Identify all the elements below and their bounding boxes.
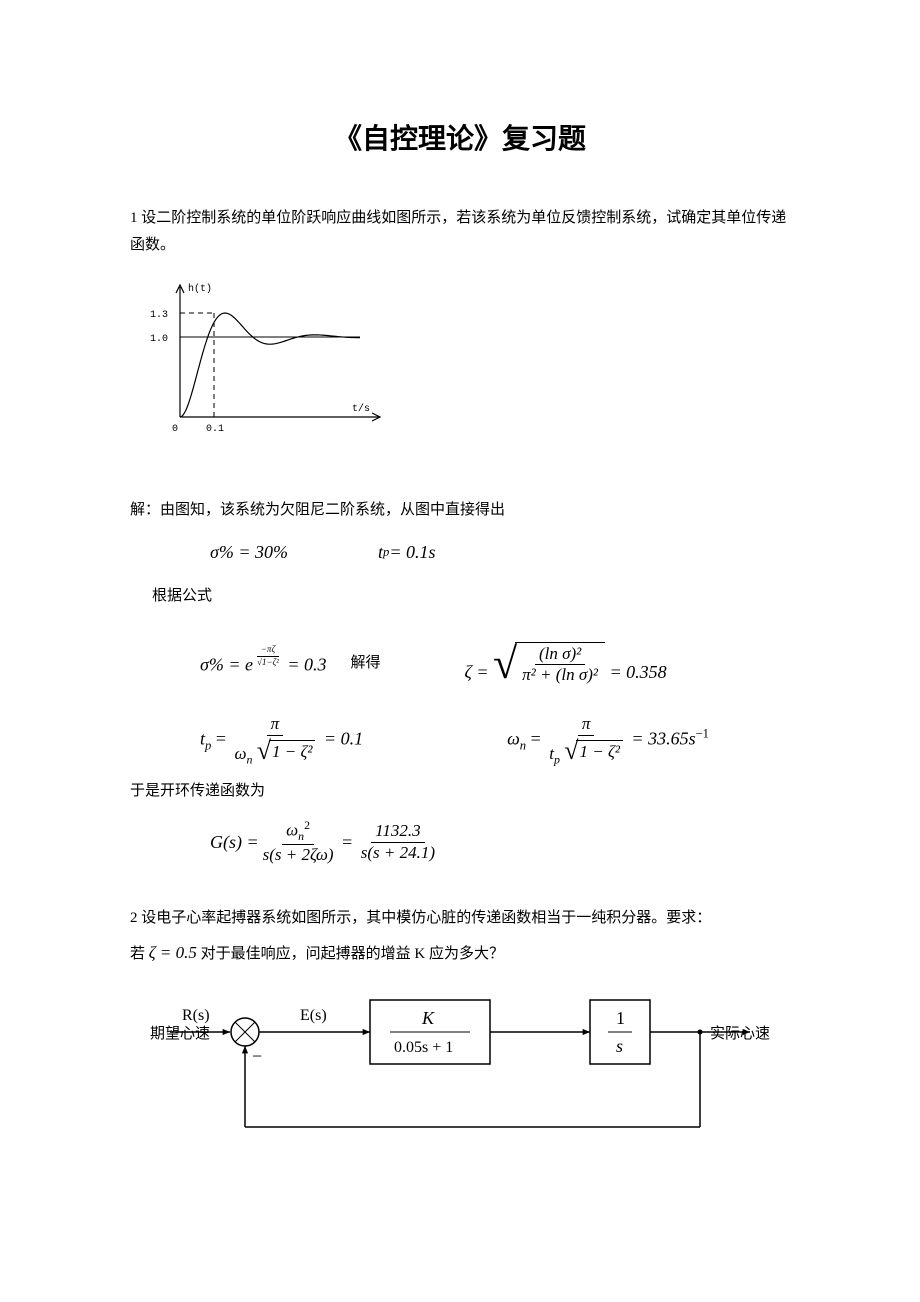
eq2-rhs-val: = 33.65s — [631, 729, 695, 749]
eq2-rhs-var: ω — [507, 729, 520, 749]
solution-intro: 解：由图知，该系统为欠阻尼二阶系统，从图中直接得出 — [130, 497, 790, 524]
open-loop-text: 于是开环传递函数为 — [130, 778, 790, 805]
eq2-rhs-num: π — [578, 715, 595, 736]
q1-text: 1 设二阶控制系统的单位阶跃响应曲线如图所示，若该系统为单位反馈控制系统，试确定… — [130, 205, 790, 259]
eq2-lhs-den-pre: ω — [234, 744, 246, 763]
basis-text: 根据公式 — [152, 583, 790, 610]
eq2-lhs-val: = 0.1 — [324, 729, 363, 749]
sigma-pct: σ% = 30% — [210, 536, 288, 568]
eq-row-1: σ% = e −πζ √1−ζ² = 0.3 解得 ζ = (ln σ)² π²… — [200, 624, 790, 703]
gl-num1-var: ω — [286, 821, 298, 840]
gl-den1: s(s + 2ζω) — [259, 845, 338, 865]
eq1-exp-num: −πζ — [257, 645, 279, 657]
svg-text:期望心速: 期望心速 — [150, 1025, 210, 1042]
sigma-tp-line: σ% = 30% tp = 0.1s — [210, 536, 790, 568]
eq1-right-lhs: ζ = — [465, 662, 493, 682]
svg-text:E(s): E(s) — [300, 1007, 327, 1024]
eq1-right-den: π² + (ln σ)² — [518, 665, 602, 685]
step-response-svg: h(t) t/s 1.0 1.3 0 0.1 — [130, 277, 410, 447]
q2-line2: 若 ζ = 0.5 对于最佳响应，问起搏器的增益 K 应为多大？ — [130, 938, 790, 969]
eq2-lhs-sub: p — [205, 738, 211, 752]
svg-text:R(s): R(s) — [182, 1007, 210, 1024]
q2-line2-pre: 若 — [130, 946, 145, 962]
tp-rest: = 0.1s — [389, 536, 435, 568]
eq2-rhs-exp: −1 — [696, 727, 709, 741]
svg-text:1.3: 1.3 — [150, 310, 168, 321]
eq1-left: σ% = e −πζ √1−ζ² = 0.3 — [200, 645, 327, 681]
svg-text:1.0: 1.0 — [150, 334, 168, 345]
svg-text:t/s: t/s — [352, 403, 370, 415]
block-diagram: R(s)期望心速 − E(s) K 0.05s + 1 1 s 实际心速 — [150, 987, 790, 1172]
eq1-rhs: = 0.3 — [283, 655, 327, 675]
eq1-right: ζ = (ln σ)² π² + (ln σ)² = 0.358 — [465, 624, 667, 703]
gl-num1-exp: 2 — [304, 818, 310, 832]
q2-zeta: ζ = 0.5 — [149, 943, 197, 962]
eq1-right-num: (ln σ)² — [535, 645, 585, 666]
eq-row-2: tp = π ωn 1 − ζ² = 0.1 ωn = π tp 1 − ζ² … — [200, 715, 790, 766]
page-title: 《自控理论》复习题 — [130, 115, 790, 165]
eq2-lhs-den-sub: n — [246, 752, 252, 766]
svg-text:1: 1 — [616, 1008, 625, 1028]
svg-text:实际心速: 实际心速 — [710, 1025, 770, 1042]
svg-text:s: s — [616, 1036, 623, 1056]
svg-text:h(t): h(t) — [188, 283, 212, 295]
step-response-chart: h(t) t/s 1.0 1.3 0 0.1 — [130, 277, 790, 457]
eq2-right: ωn = π tp 1 − ζ² = 33.65s−1 — [507, 715, 709, 766]
eq2-left: tp = π ωn 1 − ζ² = 0.1 — [200, 715, 363, 766]
eq1-exp-den: √1−ζ² — [253, 657, 283, 668]
block-diagram-svg: R(s)期望心速 − E(s) K 0.05s + 1 1 s 实际心速 — [150, 987, 810, 1162]
eq2-lhs-num: π — [267, 715, 284, 736]
gl-den2: s(s + 24.1) — [357, 843, 439, 863]
q2-line2-post: 对于最佳响应，问起搏器的增益 K 应为多大？ — [201, 946, 504, 962]
eq2-rhs-den-sqrt: 1 − ζ² — [576, 740, 622, 762]
svg-text:−: − — [252, 1046, 262, 1066]
eq2-rhs-den-sub: p — [554, 752, 560, 766]
eq1-right-val: = 0.358 — [610, 662, 667, 682]
gl-lhs: G(s) = — [210, 826, 259, 858]
svg-text:K: K — [421, 1008, 435, 1028]
gl-num2: 1132.3 — [371, 822, 425, 843]
q2-line1: 2 设电子心率起搏器系统如图所示，其中模仿心脏的传递函数相当于一纯积分器。要求： — [130, 905, 790, 932]
svg-text:0.05s + 1: 0.05s + 1 — [394, 1039, 453, 1056]
eq1-mid: 解得 — [351, 650, 381, 677]
svg-text:0.1: 0.1 — [206, 424, 224, 435]
eq2-rhs-sub: n — [520, 738, 526, 752]
open-loop-eq: G(s) = ωn2 s(s + 2ζω) = 1132.3 s(s + 24.… — [210, 819, 790, 865]
eq1-lhs: σ% = e — [200, 655, 253, 675]
svg-text:0: 0 — [172, 424, 178, 435]
eq2-lhs-den-sqrt: 1 − ζ² — [269, 740, 315, 762]
